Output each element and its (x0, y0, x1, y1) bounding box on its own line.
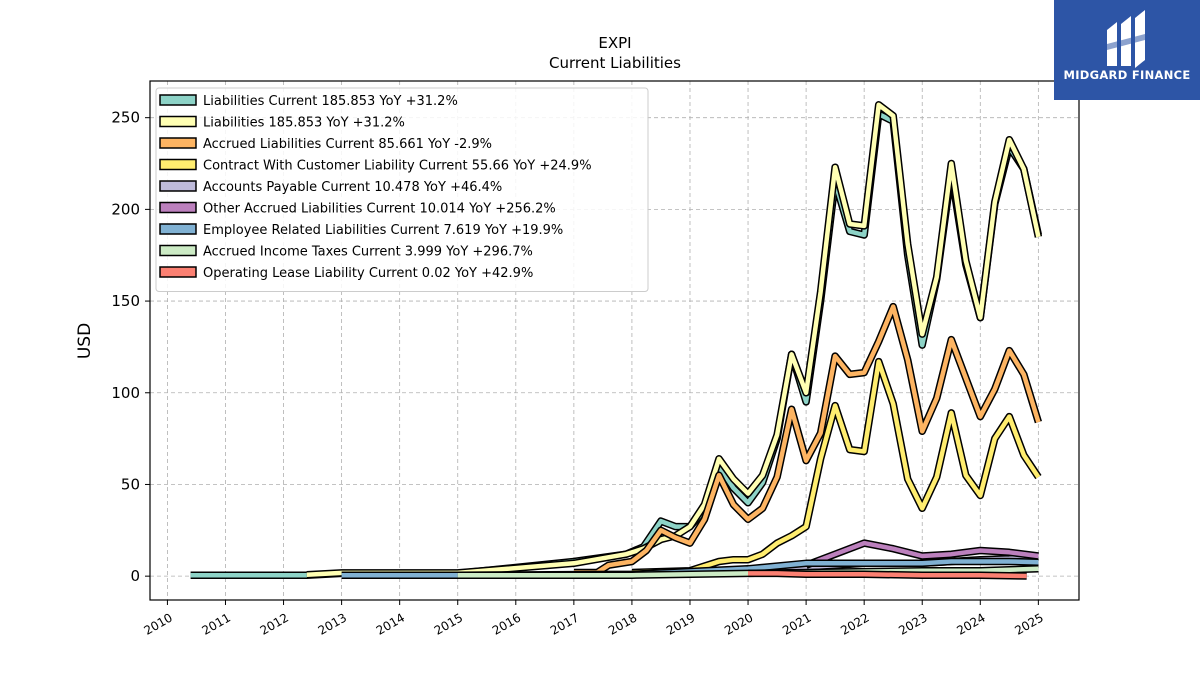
legend-swatch (159, 158, 197, 171)
chart-title: EXPI (598, 34, 631, 52)
legend-item: Accrued Liabilities Current 85.661 YoY -… (159, 137, 492, 152)
legend-swatch (159, 94, 197, 106)
legend: Liabilities Current 185.853 YoY +31.2% Li… (155, 87, 649, 292)
series-line (748, 571, 1027, 579)
series-contract-with-customer-liability-current (631, 357, 1042, 577)
legend-label: Operating Lease Liability Current 0.02 Y… (203, 266, 533, 281)
x-tick-label: 2017 (548, 610, 581, 637)
legend-swatch (159, 180, 197, 192)
x-tick-label: 2011 (200, 610, 233, 637)
x-tick-label: 2023 (896, 610, 929, 637)
legend-swatch (159, 223, 197, 235)
plot-area (190, 101, 1043, 580)
legend-item: Employee Related Liabilities Current 7.6… (159, 223, 563, 238)
series-other-accrued-liabilities-current (804, 539, 1039, 569)
series-line (631, 359, 1041, 575)
brand-logo: MIDGARD FINANCE (1054, 0, 1200, 100)
legend-label: Employee Related Liabilities Current 7.6… (203, 223, 563, 238)
y-axis-label: USD (75, 323, 95, 359)
series-operating-lease-liability-current (748, 569, 1027, 580)
x-tick-label: 2012 (258, 610, 291, 637)
legend-item: Accrued Income Taxes Current 3.999 YoY +… (159, 244, 533, 260)
legend-swatch (159, 115, 197, 128)
x-tick-label: 2021 (780, 610, 813, 637)
legend-item: Accounts Payable Current 10.478 YoY +46.… (159, 180, 502, 195)
y-tick-label: 0 (130, 567, 140, 585)
y-tick-label: 200 (111, 200, 140, 218)
y-tick-label: 50 (121, 475, 140, 493)
x-tick-label: 2022 (838, 610, 871, 637)
legend-label: Accounts Payable Current 10.478 YoY +46.… (203, 180, 502, 195)
legend-label: Other Accrued Liabilities Current 10.014… (203, 202, 556, 217)
legend-item: Operating Lease Liability Current 0.02 Y… (159, 266, 533, 281)
x-tick-label: 2019 (664, 610, 697, 637)
brand-name: MIDGARD FINANCE (1063, 68, 1191, 82)
legend-label: Liabilities 185.853 YoY +31.2% (203, 116, 405, 131)
x-tick-label: 2013 (316, 610, 349, 637)
series-line (805, 540, 1039, 568)
legend-swatch (159, 137, 197, 149)
chart-subtitle: Current Liabilities (549, 54, 681, 72)
legend-swatch (159, 266, 197, 278)
y-tick-label: 100 (111, 384, 140, 402)
legend-swatch (159, 201, 197, 214)
legend-label: Accrued Income Taxes Current 3.999 YoY +… (203, 245, 533, 260)
series-accrued-liabilities-current (573, 302, 1042, 577)
x-tick-label: 2016 (490, 610, 523, 637)
x-tick-label: 2025 (1012, 610, 1045, 637)
legend-swatch (159, 244, 197, 257)
legend-item: Contract With Customer Liability Current… (159, 158, 592, 174)
midgard-logo-icon (1107, 10, 1145, 68)
legend-label: Accrued Liabilities Current 85.661 YoY -… (203, 137, 492, 152)
legend-label: Liabilities Current 185.853 YoY +31.2% (203, 94, 458, 109)
y-tick-label: 250 (111, 109, 140, 127)
x-tick-label: 2020 (722, 610, 755, 637)
y-tick-label: 150 (111, 292, 140, 310)
plot-frame (149, 80, 1080, 601)
x-tick-label: 2018 (606, 610, 639, 637)
series-line (573, 304, 1041, 575)
legend-item: Other Accrued Liabilities Current 10.014… (159, 201, 556, 217)
legend-item: Liabilities Current 185.853 YoY +31.2% (159, 94, 458, 109)
x-tick-label: 2010 (141, 610, 174, 637)
legend-item: Liabilities 185.853 YoY +31.2% (159, 115, 405, 131)
x-tick-label: 2014 (374, 610, 407, 637)
legend-box (155, 87, 649, 292)
x-tick-label: 2015 (432, 610, 465, 637)
legend-label: Contract With Customer Liability Current… (203, 159, 592, 174)
x-tick-label: 2024 (954, 610, 987, 637)
